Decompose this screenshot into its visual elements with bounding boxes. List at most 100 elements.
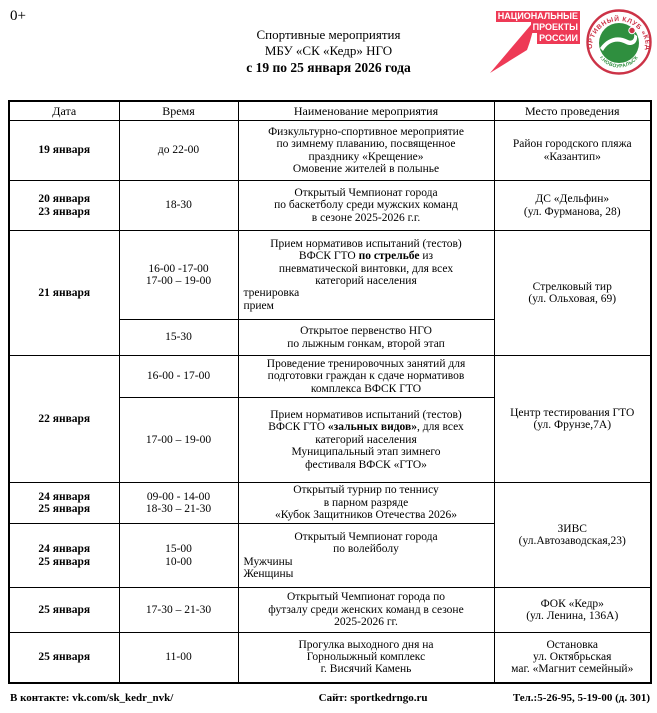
table-row: 19 января до 22-00 Физкультурно-спортивн… xyxy=(8,120,652,181)
venue-cell: Остановка ул. Октябрьская маг. «Магнит с… xyxy=(493,632,652,683)
event-line: в сезоне 2025-2026 г.г. xyxy=(311,211,421,224)
event-line: Физкультурно-спортивное мероприятие xyxy=(268,125,464,138)
schedule-table: Дата Время Наименование мероприятия Мест… xyxy=(8,100,652,684)
club-emblem-icon: СПОРТИВНЫЙ КЛУБ «КЕДР» г.НОВОУРАЛЬСК xyxy=(582,3,652,75)
event-line: в парном разряде xyxy=(323,496,409,509)
time-cell: 16-00 -17-00 17-00 – 19-00 xyxy=(118,230,239,320)
time-line: 18-30 – 21-30 xyxy=(145,503,212,515)
event-line: Муниципальный этап зимнего xyxy=(291,446,441,459)
event-cell: Прогулка выходного дня на Горнолыжный ко… xyxy=(237,632,495,683)
time-line: 09-00 - 14-00 xyxy=(146,490,211,503)
venue-line: (ул. Ленина, 136А) xyxy=(526,610,619,622)
event-line: Открытый турнир по теннису xyxy=(293,484,439,497)
np-logo-line-3: РОССИИ xyxy=(537,33,580,44)
event-line: фестиваля ВФСК «ГТО» xyxy=(305,458,427,471)
table-row: 24 января 25 января 15-00 10-00 Открытый… xyxy=(8,523,651,588)
title-line-2: МБУ «СК «Кедр» НГО xyxy=(264,43,393,58)
np-logo-line-2: ПРОЕКТЫ xyxy=(530,22,580,33)
date-line: 19 января xyxy=(38,144,91,157)
time-line: до 22-00 xyxy=(157,144,200,157)
event-line: Открытое первенство НГО xyxy=(300,325,432,338)
age-rating: 0+ xyxy=(10,8,26,24)
event-line-left: Мужчины xyxy=(243,555,293,568)
phone-text: Тел.:5-26-95, 5-19-00 (д. 301) xyxy=(512,692,650,704)
event-cell: Проведение тренировочных занятий для под… xyxy=(237,355,495,398)
date-cell: 19 января xyxy=(8,120,120,181)
event-cell: Физкультурно-спортивное мероприятие по з… xyxy=(237,120,495,181)
time-cell: 11-00 xyxy=(118,632,239,683)
event-line: по волейболу xyxy=(333,543,399,556)
venue-line: маг. «Магнит семейный» xyxy=(511,663,634,676)
date-cell: 22 января xyxy=(8,355,120,483)
venue-line: ЗИВС xyxy=(557,522,587,535)
event-line-left: Женщины xyxy=(243,567,294,580)
venue-line: (ул.Автозаводская,23) xyxy=(518,535,626,547)
time-cell: 15-00 10-00 xyxy=(118,523,239,588)
date-line: 23 января xyxy=(38,205,91,218)
date-cell: 25 января xyxy=(8,632,120,683)
event-cell: Прием нормативов испытаний (тестов) ВФСК… xyxy=(237,230,495,320)
table-header-row: Дата Время Наименование мероприятия Мест… xyxy=(8,100,652,121)
time-line: 16-00 -17-00 xyxy=(148,262,209,275)
event-line: Открытый Чемпионат города по xyxy=(286,591,446,604)
table-row: 24 января 25 января 09-00 - 14-00 18-30 … xyxy=(8,482,652,588)
event-line: г. Висячий Камень xyxy=(320,663,412,676)
table-row: 17-00 – 19-00 Прием нормативов испытаний… xyxy=(9,397,651,483)
event-text: из xyxy=(419,250,434,263)
event-line: Прием нормативов испытаний (тестов) xyxy=(270,408,462,421)
venue-line: «Казантип» xyxy=(543,150,601,163)
event-line: Омовение жителей в полынье xyxy=(292,162,440,175)
table-row: 21 января 16-00 -17-00 17-00 – 19-00 При… xyxy=(8,230,652,356)
time-cell: 18-30 xyxy=(118,180,239,231)
event-line: Открытый Чемпионат города xyxy=(294,530,438,543)
venue-line: Остановка xyxy=(546,638,599,651)
title-line-1: Спортивные мероприятия xyxy=(256,27,401,42)
event-text: ВФСК ГТО xyxy=(298,250,359,263)
date-cell: 24 января 25 января xyxy=(8,482,120,524)
time-line: 15-00 xyxy=(165,543,192,556)
site-link-text: Сайт: sportkedrngo.ru xyxy=(318,692,428,704)
event-line: Прием нормативов испытаний (тестов) xyxy=(270,237,462,250)
date-line: 20 января xyxy=(38,193,91,206)
event-line: ВФСК ГТО по стрельбе из xyxy=(241,250,492,262)
venue-cell: ФОК «Кедр» (ул. Ленина, 136А) xyxy=(493,587,652,633)
table-row: 20 января 23 января 18-30 Открытый Чемпи… xyxy=(8,180,652,231)
date-cell: 25 января xyxy=(8,587,120,633)
table-row: 25 января 11-00 Прогулка выходного дня н… xyxy=(8,632,652,683)
np-logo-line-1: НАЦИОНАЛЬНЫЕ xyxy=(495,11,580,22)
title-line-3: с 19 по 25 января 2026 года xyxy=(246,60,411,75)
event-line: категорий населения xyxy=(315,433,417,446)
event-text-bold: по стрельбе xyxy=(358,250,420,263)
time-line: 17-00 – 19-00 xyxy=(145,275,212,287)
national-projects-logo: НАЦИОНАЛЬНЫЕ ПРОЕКТЫ РОССИИ xyxy=(482,8,584,82)
page-title: Спортивные мероприятия МБУ «СК «Кедр» НГ… xyxy=(0,27,657,77)
venue-cell: Район городского пляжа «Казантип» xyxy=(493,120,652,181)
time-line: 15-30 xyxy=(165,331,192,344)
time-cell: до 22-00 xyxy=(118,120,239,181)
event-line: ВФСК ГТО «зальных видов», для всех xyxy=(241,421,492,433)
event-cell: Открытый турнир по теннису в парном разр… xyxy=(237,482,495,524)
time-cell: 09-00 - 14-00 18-30 – 21-30 xyxy=(118,482,239,524)
venue-line: ул. Октябрьская xyxy=(533,651,612,664)
event-line: празднику «Крещение» xyxy=(308,150,424,163)
national-projects-logo-text: НАЦИОНАЛЬНЫЕ ПРОЕКТЫ РОССИИ xyxy=(495,11,580,44)
event-line: комплекса ВФСК ГТО xyxy=(310,382,422,395)
date-cell: 21 января xyxy=(8,230,120,356)
date-cell: 20 января 23 января xyxy=(8,180,120,231)
venue-line: (ул. Фурманова, 28) xyxy=(523,205,621,218)
page-footer: В контакте: vk.com/sk_kedr_nvk/ Сайт: sp… xyxy=(10,692,650,704)
event-line: категорий населения xyxy=(315,275,417,287)
venue-cell: Центр тестирования ГТО (ул. Фрунзе,7А) xyxy=(493,355,652,483)
date-line: 25 января xyxy=(38,603,91,616)
event-line: Горнолыжный комплекс xyxy=(306,651,426,664)
table-row: 22 января 16-00 - 17-00 Проведение трени… xyxy=(8,355,652,483)
venue-line: (ул. Фрунзе,7А) xyxy=(533,419,612,431)
col-header-time: Время xyxy=(118,100,239,121)
time-line: 11-00 xyxy=(165,651,192,664)
event-text-bold: «зальных видов» xyxy=(327,421,417,434)
time-cell: 16-00 - 17-00 xyxy=(118,355,239,398)
date-line: 24 января xyxy=(38,490,91,503)
event-line: по баскетболу среди мужских команд xyxy=(274,199,458,212)
date-cell: 24 января 25 января xyxy=(8,523,120,588)
event-line: 2025-2026 гг. xyxy=(334,616,398,629)
